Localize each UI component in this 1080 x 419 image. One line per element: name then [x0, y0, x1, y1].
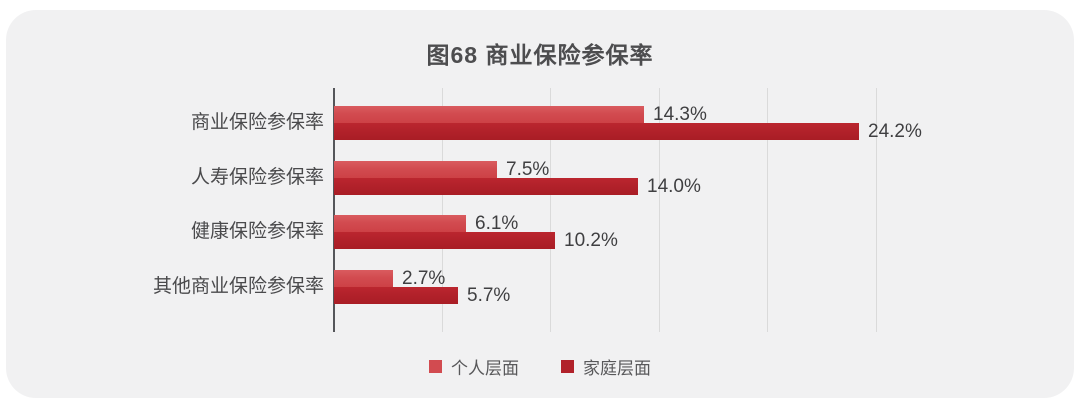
category-label: 商业保险参保率	[190, 112, 324, 133]
bar-value-label: 14.0%	[647, 176, 701, 197]
bar-value-label: 14.3%	[653, 104, 707, 125]
bar-individual	[334, 215, 466, 232]
bar-family	[334, 232, 555, 249]
legend-label-individual: 个人层面	[451, 359, 519, 378]
chart-card	[6, 10, 1074, 398]
x-gridline	[550, 88, 551, 332]
x-gridline	[441, 88, 443, 332]
bar-value-label: 10.2%	[564, 230, 618, 251]
bar-value-label: 6.1%	[475, 213, 519, 234]
x-gridline	[767, 88, 768, 332]
bar-individual	[334, 161, 497, 178]
individual-series-swatch-icon	[429, 360, 442, 373]
bar-family	[334, 123, 859, 140]
bar-family	[334, 287, 458, 304]
category-label: 其他商业保险参保率	[152, 276, 324, 297]
x-gridline	[658, 88, 660, 332]
legend-label-family: 家庭层面	[583, 359, 651, 378]
legend: 个人层面 家庭层面	[0, 354, 1080, 379]
chart-title: 图68 商业保险参保率	[426, 42, 654, 68]
bar-individual	[334, 106, 644, 123]
bar-value-label: 7.5%	[506, 159, 550, 180]
y-axis-line	[333, 88, 335, 332]
bar-value-label: 5.7%	[467, 285, 511, 306]
bar-value-label: 2.7%	[402, 268, 446, 289]
family-series-swatch-icon	[561, 360, 574, 373]
category-label: 人寿保险参保率	[190, 167, 324, 188]
bar-family	[334, 178, 638, 195]
legend-item-family: 家庭层面	[561, 354, 651, 379]
bar-value-label: 24.2%	[868, 121, 922, 142]
category-label: 健康保险参保率	[190, 221, 324, 242]
bar-individual	[334, 270, 393, 287]
legend-item-individual: 个人层面	[429, 354, 519, 379]
x-gridline	[875, 88, 877, 332]
